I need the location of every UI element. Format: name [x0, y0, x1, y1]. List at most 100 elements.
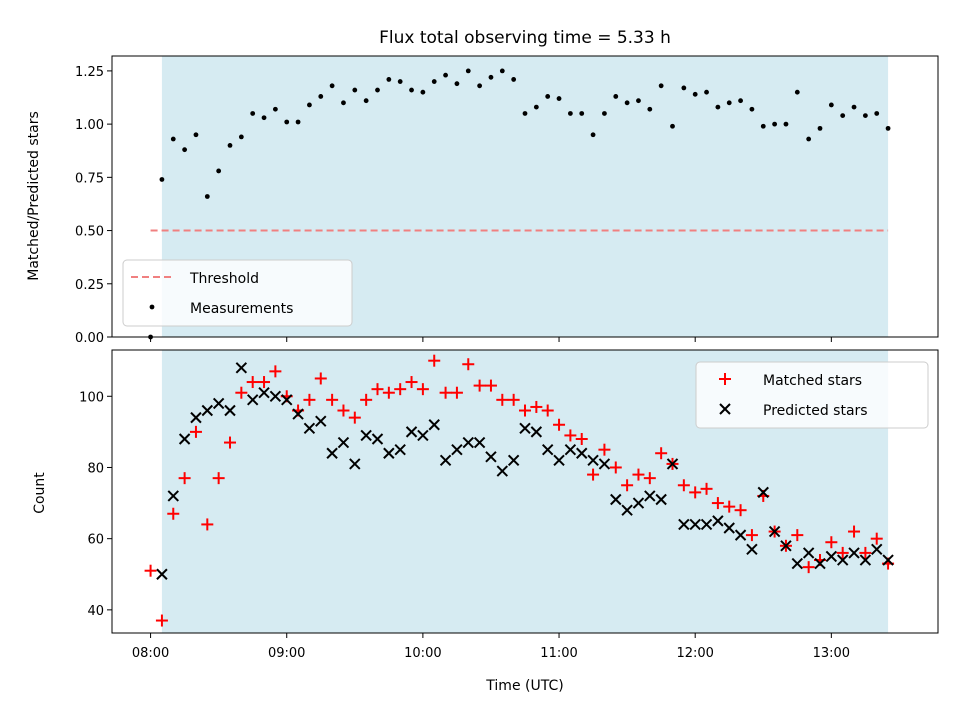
measurement-point [261, 115, 267, 121]
measurement-point [409, 87, 414, 93]
predicted-star-point [655, 493, 667, 506]
legend-threshold-label: Threshold [189, 271, 259, 287]
matched-star-point [224, 436, 236, 449]
predicted-star-point [462, 436, 474, 449]
measurement-point [488, 74, 494, 80]
matched-star-point [201, 518, 214, 531]
measurement-point [851, 104, 857, 110]
measurement-point [590, 132, 596, 138]
bottom-xtick-label: 08:00 [132, 646, 169, 661]
measurement-point [227, 143, 233, 148]
predicted-star-point [689, 518, 701, 531]
measurement-point [363, 98, 369, 104]
matched-star-point [246, 376, 259, 389]
matched-star-point [575, 432, 588, 445]
bottom-axes-frame [111, 349, 939, 634]
bottom-xtick-label: 11:00 [540, 646, 577, 661]
predicted-star-point [576, 447, 588, 459]
predicted-star-point [371, 433, 384, 445]
matched-star-point [507, 393, 520, 406]
matched-star-point [189, 425, 202, 438]
matched-star-point [530, 400, 543, 413]
predicted-star-point [507, 454, 520, 467]
matched-star-point [848, 525, 861, 538]
predicted-star-point [519, 422, 531, 435]
predicted-star-point [201, 404, 214, 417]
predicted-star-point [303, 422, 316, 435]
matched-star-point [428, 354, 441, 367]
predicted-star-point [610, 493, 622, 506]
bottom-ytick-label: 40 [87, 604, 104, 619]
matched-star-point [689, 486, 702, 499]
predicted-star-point [190, 411, 202, 424]
measurement-point [806, 136, 812, 142]
matched-star-point [155, 614, 168, 627]
bottom-x-ticks: 08:00 09:00 10:00 11:00 12:00 13:00 [132, 633, 850, 661]
predicted-star-point [349, 458, 361, 470]
measurement-point [772, 121, 778, 127]
predicted-star-point [212, 397, 225, 410]
matched-star-point [519, 404, 531, 417]
predicted-star-point [473, 436, 486, 449]
legend-measurements-swatch [149, 304, 155, 310]
matched-star-point [269, 365, 282, 378]
matched-star-point [178, 472, 191, 485]
predicted-star-point [246, 394, 259, 406]
top-ytick-label: 0.50 [75, 225, 104, 240]
predicted-star-point [802, 547, 815, 559]
matched-star-point [643, 472, 656, 485]
measurement-point [431, 79, 437, 84]
matched-star-point [496, 393, 509, 406]
predicted-star-point [167, 490, 179, 502]
matched-star-point [870, 532, 883, 545]
measurement-point [885, 125, 891, 131]
predicted-star-point [360, 429, 372, 442]
measurement-point [533, 104, 539, 110]
measurement-point [465, 68, 471, 74]
matched-star-point [723, 500, 736, 513]
top-ytick-label: 0.00 [75, 331, 104, 346]
measurement-point [329, 83, 335, 89]
measurement-point [375, 87, 380, 93]
predicted-star-point [326, 447, 338, 459]
measurement-point [420, 89, 426, 95]
measurement-point [613, 94, 619, 99]
bottom-panel: 40 60 80 100 08:00 09:00 10:00 11:00 12:00 13:00… [32, 349, 939, 694]
measurement-point [749, 106, 755, 112]
predicted-star-point [269, 390, 282, 402]
predicted-star-point [485, 451, 497, 463]
predicted-star-point [836, 554, 849, 566]
matched-star-point [405, 376, 418, 389]
top-y-ticks: 0.00 0.25 0.50 0.75 1.00 1.25 [75, 65, 112, 346]
legend-matched-swatch [719, 373, 731, 385]
predicted-star-point [394, 443, 406, 456]
predicted-star-point [587, 454, 599, 467]
bottom-xtick-label: 12:00 [676, 646, 713, 661]
bottom-ytick-label: 60 [87, 533, 104, 548]
predicted-star-point [405, 426, 418, 438]
predicted-stars-series [156, 362, 894, 580]
measurement-point [556, 96, 562, 101]
matched-star-point [791, 529, 804, 542]
predicted-star-point [315, 415, 327, 427]
predicted-star-point [746, 543, 758, 556]
measurement-point [499, 68, 505, 74]
predicted-star-point [723, 522, 735, 534]
matched-star-point [825, 536, 838, 549]
predicted-star-point [814, 557, 826, 570]
top-legend-box [122, 259, 353, 327]
measurement-point [511, 77, 517, 82]
measurement-point [318, 94, 324, 99]
measurement-point [715, 104, 721, 110]
measurement-point [567, 111, 573, 116]
predicted-star-point [337, 436, 350, 449]
matched-star-point [598, 443, 611, 456]
predicted-star-point [848, 547, 860, 559]
top-y-axis-label: Matched/Predicted stars [26, 111, 42, 281]
matched-star-point [167, 507, 180, 520]
matched-star-point [484, 379, 497, 392]
matched-star-point [303, 393, 316, 406]
bottom-xtick-label: 09:00 [268, 646, 305, 661]
matched-star-point [836, 546, 849, 559]
